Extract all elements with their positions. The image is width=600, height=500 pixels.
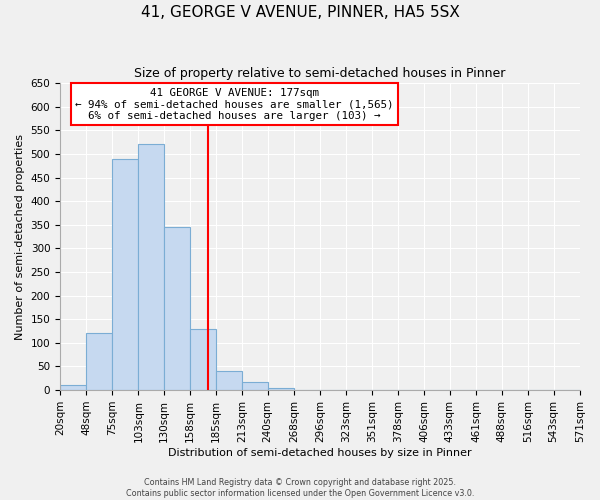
Bar [60,386,86,390]
Bar [164,227,190,390]
Text: 41, GEORGE V AVENUE, PINNER, HA5 5SX: 41, GEORGE V AVENUE, PINNER, HA5 5SX [140,5,460,20]
Text: 41 GEORGE V AVENUE: 177sqm
← 94% of semi-detached houses are smaller (1,565)
6% : 41 GEORGE V AVENUE: 177sqm ← 94% of semi… [75,88,394,121]
Y-axis label: Number of semi-detached properties: Number of semi-detached properties [15,134,25,340]
Text: Contains HM Land Registry data © Crown copyright and database right 2025.
Contai: Contains HM Land Registry data © Crown c… [126,478,474,498]
Bar [190,328,216,390]
Bar [86,334,112,390]
Bar [139,144,164,390]
X-axis label: Distribution of semi-detached houses by size in Pinner: Distribution of semi-detached houses by … [168,448,472,458]
Bar [216,371,242,390]
Bar [268,388,294,390]
Bar [112,158,139,390]
Bar [242,382,268,390]
Title: Size of property relative to semi-detached houses in Pinner: Size of property relative to semi-detach… [134,68,506,80]
